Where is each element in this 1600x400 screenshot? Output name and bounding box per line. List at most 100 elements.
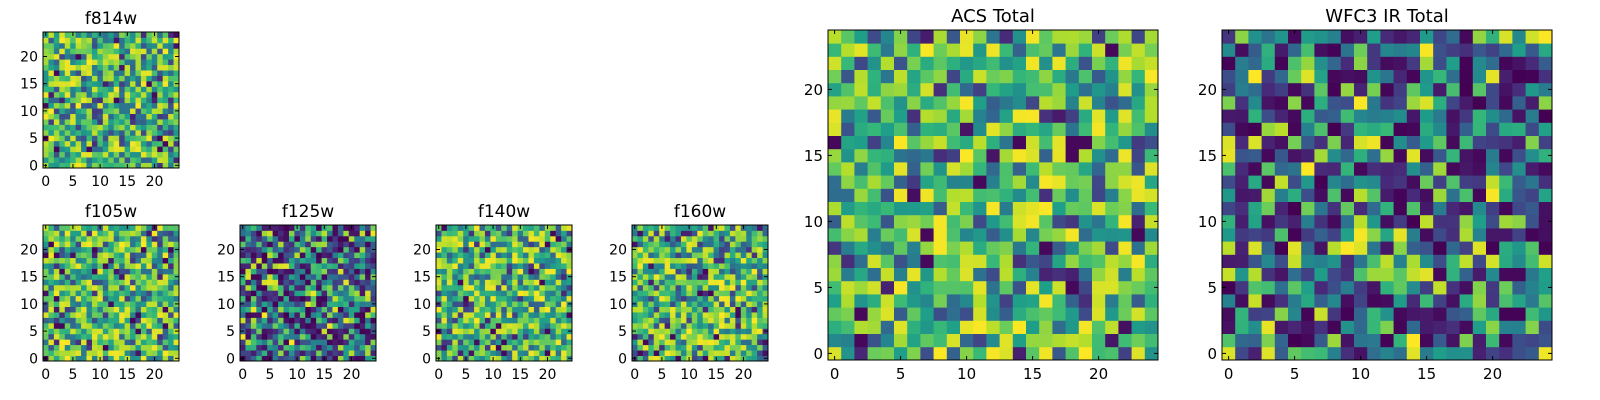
heatmap-cell (1367, 280, 1381, 295)
heatmap-cell (102, 157, 109, 163)
heatmap-cell (75, 119, 82, 125)
heatmap-cell (348, 257, 355, 264)
heatmap-cell (135, 146, 142, 153)
heatmap-cell (1340, 214, 1355, 229)
heatmap-cell (517, 279, 524, 286)
heatmap-cell (162, 284, 169, 291)
heatmap-cell (140, 102, 147, 109)
heatmap-cell (702, 241, 709, 248)
heatmap-cell (1026, 43, 1040, 57)
heatmap-cell (1012, 280, 1027, 295)
heatmap-cell (130, 70, 136, 76)
heatmap-cell (1222, 56, 1236, 70)
heatmap-cell (97, 37, 104, 44)
heatmap-cell (544, 295, 551, 302)
heatmap-cell (140, 279, 147, 286)
heatmap-cell (81, 350, 87, 356)
heatmap-cell (1486, 82, 1500, 97)
heatmap-cell (533, 268, 540, 275)
heatmap-cell (43, 295, 49, 302)
heatmap-cell (867, 43, 882, 57)
heatmap-cell (1288, 320, 1302, 334)
heatmap-cell (75, 295, 82, 302)
heatmap-cell (724, 235, 731, 242)
heatmap-cell (1118, 333, 1132, 348)
heatmap-cell (283, 273, 290, 280)
heatmap-cell (561, 230, 567, 237)
heatmap-cell (310, 225, 317, 231)
heatmap-cell (474, 301, 480, 307)
heatmap-cell (59, 328, 66, 335)
heatmap-cell (1078, 346, 1093, 361)
heatmap-cell (332, 328, 339, 335)
heatmap-cell (299, 333, 306, 340)
heatmap-cell (365, 284, 371, 291)
heatmap-cell (272, 306, 279, 313)
heatmap-cell (332, 268, 339, 275)
heatmap-cell (1261, 201, 1276, 216)
heatmap-cell (48, 75, 55, 82)
heatmap-cell (294, 306, 301, 313)
heatmap-cell (463, 301, 470, 307)
heatmap-cell (53, 317, 60, 324)
heatmap-cell (245, 279, 252, 286)
heatmap-cell (517, 328, 524, 335)
heatmap-cell (146, 119, 153, 125)
heatmap-cell (288, 284, 295, 291)
heatmap-cell (1105, 267, 1119, 282)
heatmap-cell (468, 350, 475, 356)
heatmap-cell (64, 64, 71, 71)
heatmap-cell (250, 268, 257, 275)
heatmap-cell (359, 322, 366, 329)
heatmap-cell (43, 146, 49, 153)
heatmap-cell (724, 257, 731, 264)
heatmap-cell (321, 241, 328, 248)
heatmap-cell (119, 355, 125, 362)
heatmap-cell (735, 295, 742, 302)
heatmap-cell (168, 64, 174, 71)
heatmap-cell (490, 268, 497, 275)
heatmap-cell (151, 317, 158, 324)
heatmap-cell (495, 230, 502, 237)
heatmap-cell (539, 284, 546, 291)
heatmap-cell (670, 284, 676, 291)
heatmap-cell (1026, 294, 1040, 308)
heatmap-cell (841, 162, 855, 176)
heatmap-cell (261, 344, 268, 351)
heatmap-cell (1314, 96, 1328, 110)
heatmap-cell (130, 102, 136, 109)
heatmap-cell (64, 322, 71, 329)
heatmap-cell (299, 235, 306, 242)
x-tick-label: 20 (1483, 365, 1502, 383)
heatmap-cell (670, 257, 676, 264)
heatmap-cell (1301, 69, 1315, 84)
heatmap-cell (517, 230, 524, 237)
heatmap-cell (680, 241, 687, 248)
heatmap-cell (1039, 294, 1053, 308)
heatmap-cell (1235, 267, 1249, 282)
heatmap-cell (501, 333, 508, 340)
heatmap-cell (1538, 254, 1553, 268)
heatmap-cell (250, 263, 257, 269)
heatmap-cell (59, 350, 66, 356)
heatmap-cell (43, 42, 49, 49)
heatmap-cell (1406, 43, 1421, 57)
heatmap-cell (550, 230, 557, 237)
heatmap-cell (1288, 96, 1302, 110)
heatmap-cell (305, 246, 312, 253)
heatmap-cell (113, 257, 120, 264)
heatmap-cell (708, 268, 714, 275)
heatmap-cell (119, 59, 125, 66)
heatmap-cell (664, 235, 671, 242)
heatmap-cell (157, 317, 164, 324)
heatmap-cell (474, 328, 480, 335)
heatmap-cell (91, 355, 98, 362)
heatmap-cell (272, 246, 279, 253)
heatmap-cell (59, 37, 66, 44)
heatmap-cell (691, 263, 698, 269)
heatmap-cell (168, 162, 174, 169)
heatmap-cell (1039, 175, 1053, 189)
heatmap-cell (135, 263, 142, 269)
heatmap-cell (162, 135, 169, 142)
heatmap-cell (1301, 82, 1315, 97)
